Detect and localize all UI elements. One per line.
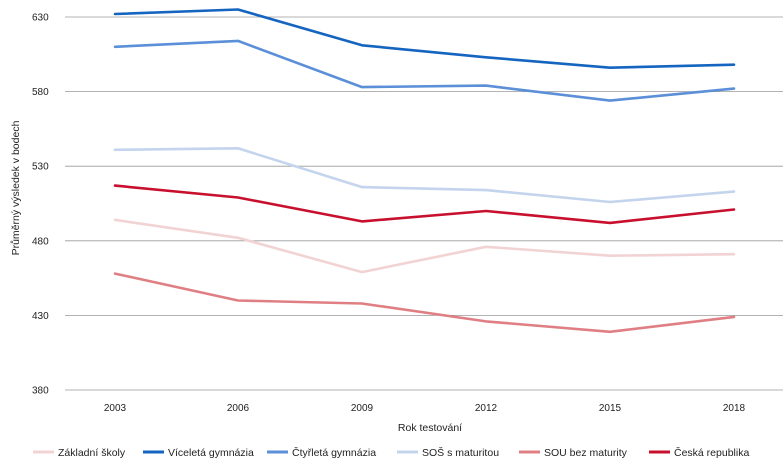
y-tick-label: 580 (32, 87, 49, 98)
series-line-5 (113, 184, 736, 225)
legend-label: SOU bez maturity (544, 447, 628, 459)
y-tick-label: 430 (32, 311, 49, 322)
series-line-1 (113, 8, 736, 69)
series-line-4 (113, 272, 736, 334)
legend-label: Základní školy (58, 447, 126, 459)
gridlines (65, 16, 783, 391)
series-lines (113, 8, 736, 334)
y-axis-ticks: 380 430 480 530 580 630 (32, 13, 49, 397)
x-tick-label: 2012 (475, 403, 498, 414)
legend: Základní školy Víceletá gymnázia Čtyřletá … (33, 446, 749, 459)
series-line-0 (113, 218, 736, 274)
legend-label: Česká republika (674, 446, 749, 459)
y-tick-label: 380 (32, 386, 49, 397)
x-tick-label: 2009 (351, 403, 374, 414)
y-axis-title: Průměrný výsledek v bodech (10, 120, 22, 255)
x-tick-label: 2018 (723, 403, 746, 414)
x-tick-label: 2003 (104, 403, 127, 414)
legend-label: Čtyřletá gymnázia (292, 446, 376, 459)
x-axis-ticks: 2003 2006 2009 2012 2015 2018 (104, 403, 746, 414)
series-line-2 (113, 39, 736, 102)
y-tick-label: 530 (32, 162, 49, 173)
legend-label: Víceletá gymnázia (168, 447, 254, 459)
series-line-3 (113, 147, 736, 204)
legend-label: SOŠ s maturitou (422, 446, 499, 459)
x-axis-title: Rok testování (398, 422, 462, 434)
x-tick-label: 2006 (227, 403, 250, 414)
y-tick-label: 480 (32, 236, 49, 247)
y-tick-label: 630 (32, 13, 49, 24)
x-tick-label: 2015 (599, 403, 622, 414)
